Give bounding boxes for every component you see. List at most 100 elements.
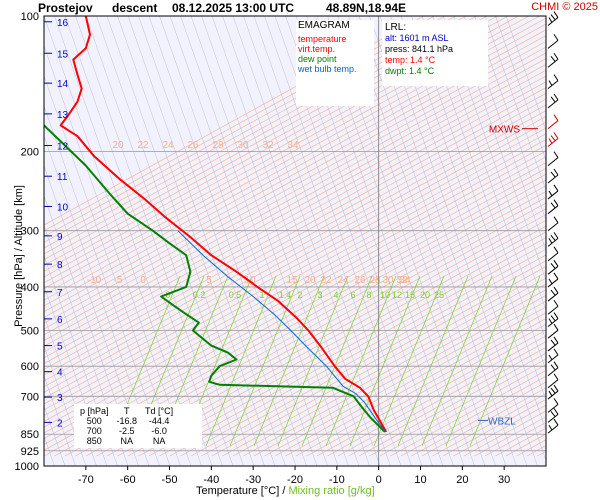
wind-barb-staff	[547, 80, 559, 90]
wind-barb-staff	[547, 120, 559, 130]
x-tick-label: -20	[287, 474, 303, 486]
moist-adiabat-line	[75, 16, 234, 466]
y-tick-label: 100	[21, 11, 39, 23]
altitude-tick-label: 3	[57, 393, 63, 404]
dry-adiabat-line	[117, 219, 546, 457]
dry-adiabat-label: 20	[112, 140, 124, 151]
wind-barb-staff	[547, 252, 559, 262]
dry-adiabat-line	[348, 347, 546, 457]
altitude-tick-label: 15	[57, 49, 69, 60]
moist-adiabat-line	[474, 16, 546, 222]
wind-barb-flag	[553, 199, 559, 206]
dry-adiabat-line	[243, 289, 546, 457]
moist-adiabat-label: 5	[206, 275, 212, 286]
dry-adiabat-line	[64, 191, 546, 457]
dry-adiabat-line	[138, 231, 546, 457]
wind-barb-staff	[547, 39, 559, 49]
wind-barb-flag	[550, 235, 556, 241]
dry-adiabat-line	[44, 162, 546, 440]
dry-adiabat-line	[44, 179, 546, 457]
mixing-ratio-label: 4	[333, 290, 338, 300]
wind-barb-flag	[553, 373, 559, 381]
wind-barb-flag	[548, 390, 553, 397]
dry-adiabat-line	[44, 110, 546, 388]
moist-adiabat-line	[148, 16, 307, 466]
wind-barb-flag	[553, 418, 559, 426]
dry-adiabat-line	[44, 52, 546, 330]
dry-adiabat-label: 26	[187, 140, 199, 151]
moist-adiabat-line	[44, 225, 129, 466]
moist-adiabat-line	[0, 16, 13, 466]
dry-adiabat-line	[390, 370, 546, 457]
mixing-ratio-label: 3	[317, 290, 322, 300]
moist-adiabat-line	[390, 16, 546, 462]
wind-barb-staff	[547, 174, 559, 184]
dry-adiabat-line	[44, 156, 546, 434]
wind-barb-staff	[547, 157, 559, 166]
altitude-tick-label: 11	[57, 172, 68, 183]
moist-adiabat-line	[0, 16, 2, 466]
moist-adiabat-label: 20	[304, 275, 316, 286]
moist-adiabat-line	[243, 16, 402, 466]
dry-adiabat-line	[264, 300, 546, 457]
moist-adiabat-line	[348, 16, 507, 466]
dry-adiabat-line	[379, 364, 546, 457]
dry-adiabat-label: 24	[162, 140, 174, 151]
wind-barb-flag	[550, 171, 556, 178]
moist-adiabat-line	[369, 16, 528, 466]
moist-adiabat-line	[421, 16, 546, 372]
wind-barb-flag	[553, 398, 559, 405]
series-line-dew-point	[44, 123, 386, 433]
mixing-ratio-label: 25	[434, 290, 444, 300]
mixing-ratio-label: 15	[405, 290, 415, 300]
moist-adiabat-line	[44, 45, 192, 466]
axes-layer: 1002003004005006007008509251000234567891…	[15, 11, 547, 486]
dry-adiabat-line	[253, 295, 546, 457]
moist-adiabat-label: 0	[140, 275, 146, 286]
y-tick-label: 925	[21, 446, 39, 458]
wind-barb-flag	[553, 272, 559, 280]
wind-barb-staff	[547, 237, 559, 247]
wind-barb-flag	[553, 232, 559, 239]
levels-cell: 500	[86, 416, 102, 426]
wind-barb-staff	[547, 99, 559, 109]
station-name: Prostejov	[38, 1, 93, 15]
dry-adiabat-line	[44, 75, 546, 353]
plot-frame	[43, 15, 547, 467]
sounding-datetime: 08.12.2025 13:00 UTC	[172, 1, 295, 15]
dry-adiabat-line	[106, 214, 546, 457]
mixing-ratio-line	[229, 275, 301, 447]
dry-adiabat-line	[148, 237, 546, 457]
x-tick-label: 10	[414, 474, 426, 486]
wind-barb-flag	[550, 387, 556, 394]
moist-adiabat-line	[463, 16, 546, 252]
dry-adiabat-line	[44, 98, 546, 376]
lrl-box: LRL: alt: 1601 m ASL press: 841.1 hPa te…	[382, 20, 488, 86]
moist-adiabat-line	[505, 16, 546, 132]
levels-cell: NA	[120, 436, 134, 446]
wind-barb-flag	[550, 315, 556, 321]
wind-barb-staff	[547, 424, 559, 434]
moist-adiabat-label: 24	[337, 275, 349, 286]
dry-adiabat-line	[306, 323, 546, 457]
dry-adiabat-line	[222, 277, 546, 457]
wind-barb-staff	[547, 190, 559, 200]
dry-adiabat-label: 32	[262, 140, 274, 151]
dry-adiabat-line	[169, 248, 546, 457]
x-tick-label: 0	[376, 474, 382, 486]
legend-temperature: temperature	[298, 34, 347, 44]
wind-barb-flag	[550, 339, 556, 346]
altitude-tick-label: 2	[57, 418, 63, 429]
table-row: 700 -2.5 -6.0	[76, 426, 177, 436]
mixing-ratio-line	[325, 275, 397, 447]
wind-barb-staff	[547, 222, 559, 232]
dry-adiabat-label: 22	[137, 140, 149, 151]
wind-barb-flag	[553, 11, 559, 18]
wind-barb-flag	[548, 238, 553, 244]
dry-adiabat-line	[285, 312, 546, 457]
wind-barb-flag	[550, 411, 556, 417]
moist-adiabat-label: 26	[354, 275, 366, 286]
wind-barb-staff	[547, 17, 559, 26]
y-tick-label: 500	[21, 326, 39, 338]
credit: CHMI © 2025	[531, 1, 598, 13]
